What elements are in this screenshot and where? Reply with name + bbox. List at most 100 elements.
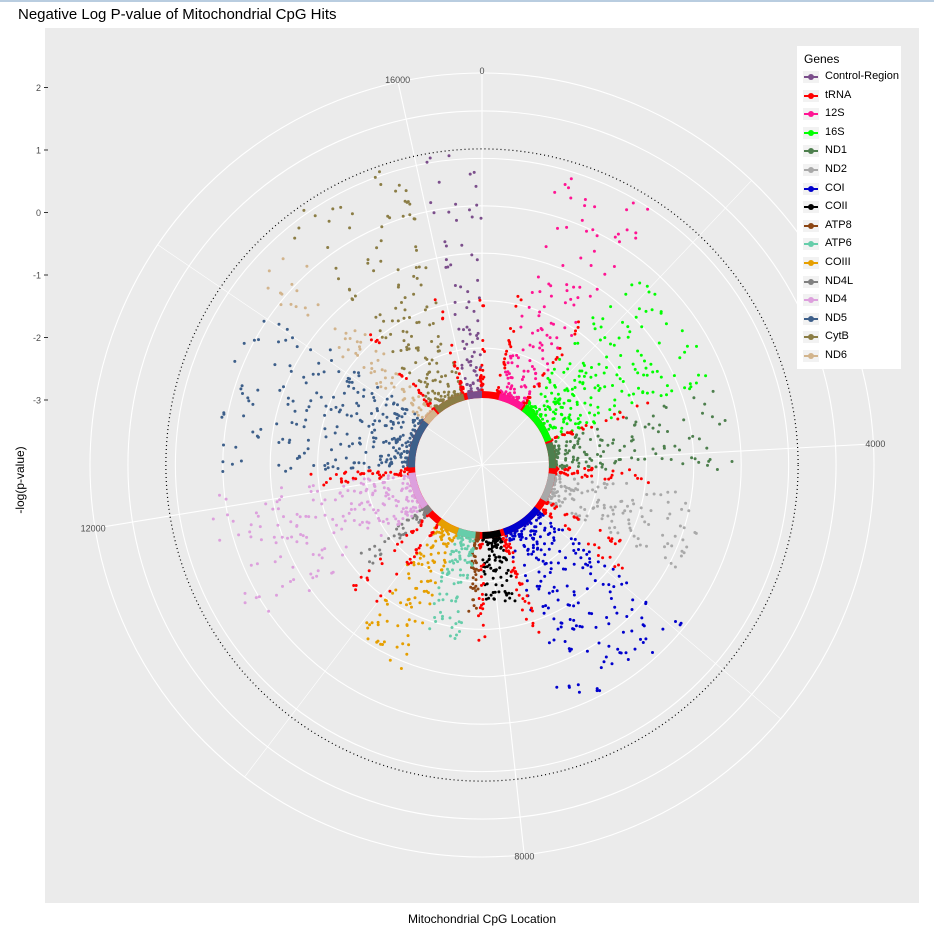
point-coi [616,647,620,651]
point-coi [661,627,665,631]
point-coiii [425,589,429,593]
point-nd4 [411,505,415,509]
point-coiii [376,623,380,627]
point-control-region [459,285,463,289]
point-atp6 [440,575,444,579]
point-nd5 [323,427,327,431]
point-nd5 [400,460,404,464]
point-trna [479,379,483,383]
point-trna [354,588,358,592]
point-nd5 [342,391,346,395]
point-16s [645,373,649,377]
point-nd2 [621,511,625,515]
point-nd5 [256,388,260,392]
point-trna [458,382,462,386]
point-nd4 [282,515,285,519]
point-nd2 [684,501,688,505]
point-trna [362,472,366,476]
point-nd4 [226,513,229,517]
point-16s [633,367,637,371]
point-nd4 [384,494,388,498]
point-16s [626,325,630,329]
point-coii [497,590,501,594]
point-atp8 [474,584,478,588]
point-nd6 [392,385,396,389]
point-coi [550,541,554,545]
point-trna [352,584,356,587]
point-nd1 [697,437,701,441]
point-12s [578,285,582,289]
point-nd5 [389,457,393,461]
point-control-region [453,300,457,304]
point-nd4l [423,515,427,519]
point-nd2 [680,549,684,553]
point-nd5 [355,412,359,416]
point-nd1 [573,443,576,447]
legend-key [803,201,819,214]
point-nd5 [345,432,349,436]
point-coiii [428,602,432,606]
point-coiii [399,601,403,605]
point-coi [529,533,532,537]
point-coi [547,641,551,645]
point-trna [379,557,382,561]
point-nd5 [309,399,313,403]
point-nd5 [302,451,306,455]
point-control-region [478,353,482,357]
point-cytb [430,340,434,343]
point-coi [607,622,611,626]
point-nd1 [630,435,634,439]
point-nd1 [565,440,569,444]
point-cytb [412,292,416,296]
point-cytb [396,319,400,323]
point-nd1 [575,458,579,462]
point-control-region [470,215,474,219]
point-nd5 [256,435,260,439]
point-cytb [396,268,400,272]
point-16s [605,355,609,359]
point-12s [556,226,559,230]
legend-key-dot [808,129,814,136]
point-nd5 [289,466,293,470]
point-12s [612,265,616,268]
point-atp6 [466,544,470,548]
point-trna [478,546,482,550]
point-coiii [427,566,431,569]
point-nd1 [682,418,686,422]
point-12s [591,228,595,232]
minor-spoke [157,244,483,466]
point-trna [481,304,485,308]
point-atp6 [450,599,454,603]
point-cytb [414,245,418,249]
point-atp6 [458,630,461,633]
point-nd5 [403,412,407,416]
point-nd4 [386,493,390,497]
point-nd1 [575,433,579,437]
point-atp8 [474,538,478,542]
point-trna [441,316,445,320]
point-12s [532,367,536,371]
legend-label: ND2 [825,163,848,175]
point-16s [613,404,616,408]
point-trna [596,554,600,557]
point-nd5 [392,401,396,405]
point-16s [589,375,593,379]
point-cytb [431,322,435,325]
point-nd4 [305,541,309,545]
point-16s [683,350,687,354]
legend-key-dot [808,222,814,229]
point-coiii [433,581,437,585]
point-nd4 [347,511,351,515]
point-nd4 [371,493,375,497]
point-nd4 [366,526,370,530]
point-coiii [407,618,411,622]
point-coi [523,563,526,567]
point-nd1 [596,453,599,456]
point-trna [395,572,399,576]
point-nd5 [288,438,292,442]
point-nd2 [682,526,686,530]
point-nd5 [240,384,244,388]
point-nd2 [558,504,562,508]
point-trna [508,552,511,556]
legend-label: Control-Region [825,70,899,82]
